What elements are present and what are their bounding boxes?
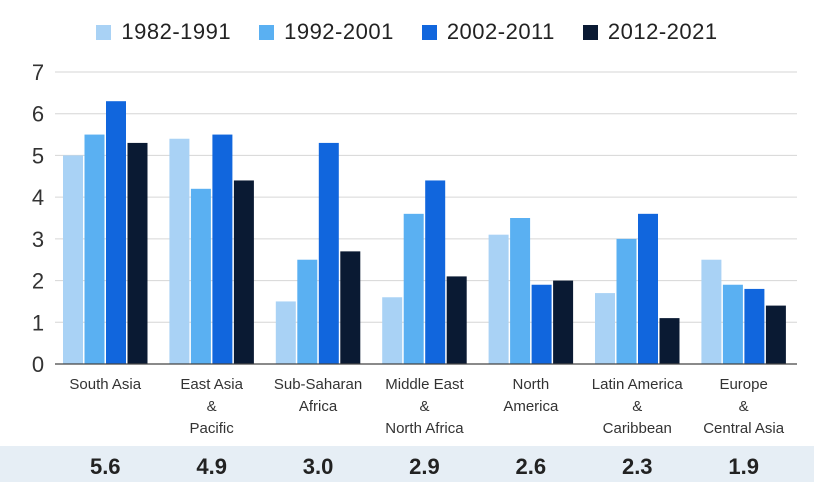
x-tick-label: South Asia xyxy=(69,376,141,393)
x-tick-label: Central Asia xyxy=(703,420,785,437)
legend-swatch xyxy=(96,24,112,40)
bar xyxy=(212,134,233,364)
legend-swatch xyxy=(421,24,437,40)
legend-item: 2002-2011 xyxy=(421,19,555,45)
bar xyxy=(595,293,615,364)
bar xyxy=(190,188,211,364)
bar xyxy=(403,213,424,364)
x-tick-label: & xyxy=(739,398,749,415)
bar xyxy=(659,318,680,364)
y-tick-label: 6 xyxy=(32,102,44,127)
bar xyxy=(318,142,339,364)
x-tick-label: Sub-Saharan xyxy=(274,376,362,393)
x-tick-label: Europe xyxy=(719,376,767,393)
bar xyxy=(553,280,574,364)
legend-label: 1982-1991 xyxy=(121,19,232,44)
legend-item: 2012-2021 xyxy=(582,19,718,45)
bar xyxy=(106,101,126,364)
bar xyxy=(275,301,296,364)
average-value: 2.3 xyxy=(622,454,653,479)
bar xyxy=(297,259,318,364)
legend-item: 1982-1991 xyxy=(96,19,231,45)
average-value: 1.9 xyxy=(728,454,759,479)
y-tick-label: 2 xyxy=(32,269,44,294)
x-tick-label: North xyxy=(513,376,550,393)
bar xyxy=(84,134,105,364)
average-value: 4.9 xyxy=(196,454,227,479)
x-tick-label: America xyxy=(503,398,559,415)
bar xyxy=(233,180,254,364)
legend-swatch xyxy=(259,24,275,40)
x-tick-label: & xyxy=(632,398,642,415)
y-tick-label: 7 xyxy=(32,60,44,85)
x-tick-label: Middle East xyxy=(385,376,464,393)
y-tick-label: 1 xyxy=(32,310,44,335)
x-tick-label: & xyxy=(207,398,217,415)
average-value: 2.9 xyxy=(409,454,440,479)
bar xyxy=(722,284,743,364)
legend-label: 1992-2001 xyxy=(284,19,394,44)
bar xyxy=(169,138,190,364)
legend-label: 2012-2021 xyxy=(607,19,718,44)
bar xyxy=(701,259,722,364)
bar xyxy=(638,213,658,364)
y-tick-label: 4 xyxy=(32,185,44,210)
x-tick-label: East Asia xyxy=(180,376,243,393)
bar xyxy=(531,284,552,364)
legend-label: 2002-2011 xyxy=(446,19,555,44)
legend: 1982-1991 1992-2001 2002-2011 2012-2021 xyxy=(0,14,814,50)
bar xyxy=(744,288,765,364)
bar xyxy=(425,180,446,364)
y-tick-label: 3 xyxy=(32,227,44,252)
y-tick-label: 5 xyxy=(32,143,44,168)
legend-item: 1992-2001 xyxy=(259,19,394,45)
bar xyxy=(63,155,83,364)
x-tick-label: Latin America xyxy=(592,376,684,393)
legend-swatch xyxy=(582,24,598,40)
bar xyxy=(765,305,786,364)
average-value: 3.0 xyxy=(303,454,334,479)
x-tick-label: & xyxy=(419,398,429,415)
x-tick-label: Africa xyxy=(299,398,338,415)
bar xyxy=(382,297,403,364)
average-value: 5.6 xyxy=(90,454,121,479)
bar xyxy=(127,142,148,364)
bar xyxy=(488,234,509,364)
average-band xyxy=(0,446,814,482)
x-tick-label: Caribbean xyxy=(603,420,672,437)
x-tick-label: North Africa xyxy=(385,420,464,437)
average-value: 2.6 xyxy=(516,454,547,479)
x-tick-label: Pacific xyxy=(190,420,235,437)
bar xyxy=(510,218,531,364)
bar xyxy=(446,276,467,364)
bar xyxy=(616,238,637,364)
y-tick-label: 0 xyxy=(32,352,44,377)
bar xyxy=(340,251,361,364)
